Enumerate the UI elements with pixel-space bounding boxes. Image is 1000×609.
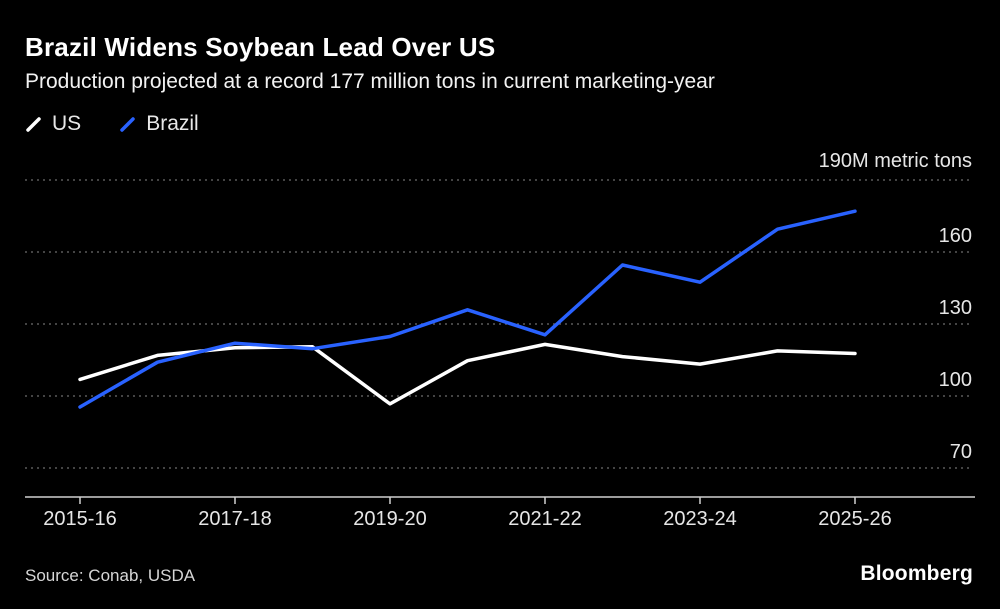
chart-title: Brazil Widens Soybean Lead Over US: [25, 32, 496, 62]
source-note: Source: Conab, USDA: [25, 566, 196, 585]
x-tick-label-2017-18: 2017-18: [198, 508, 272, 530]
chart-subtitle: Production projected at a record 177 mil…: [25, 70, 715, 93]
x-tick-label-2015-16: 2015-16: [43, 508, 117, 530]
bloomberg-logo: Bloomberg: [860, 562, 973, 585]
us-line: [78, 342, 857, 406]
x-tick-label-2021-22: 2021-22: [508, 508, 582, 530]
us-line-marker-icon: [26, 116, 41, 132]
legend-label-us: US: [52, 112, 82, 135]
legend-label-brazil: Brazil: [146, 112, 199, 135]
y-tick-label-130: 130: [938, 297, 972, 319]
brazil-line-marker-icon: [120, 116, 135, 132]
brazil-line: [78, 209, 857, 409]
y-tick-label-70: 70: [949, 441, 972, 463]
legend-item-brazil: Brazil: [119, 112, 199, 136]
y-axis-top-label: 190M metric tons: [818, 150, 972, 172]
y-tick-label-160: 160: [938, 225, 972, 247]
x-tick-label-2025-26: 2025-26: [818, 508, 892, 530]
y-tick-label-100: 100: [938, 369, 972, 391]
legend: US Brazil: [25, 112, 199, 136]
legend-item-us: US: [25, 112, 81, 136]
x-tick-label-2019-20: 2019-20: [353, 508, 427, 530]
x-tick-label-2023-24: 2023-24: [663, 508, 737, 530]
